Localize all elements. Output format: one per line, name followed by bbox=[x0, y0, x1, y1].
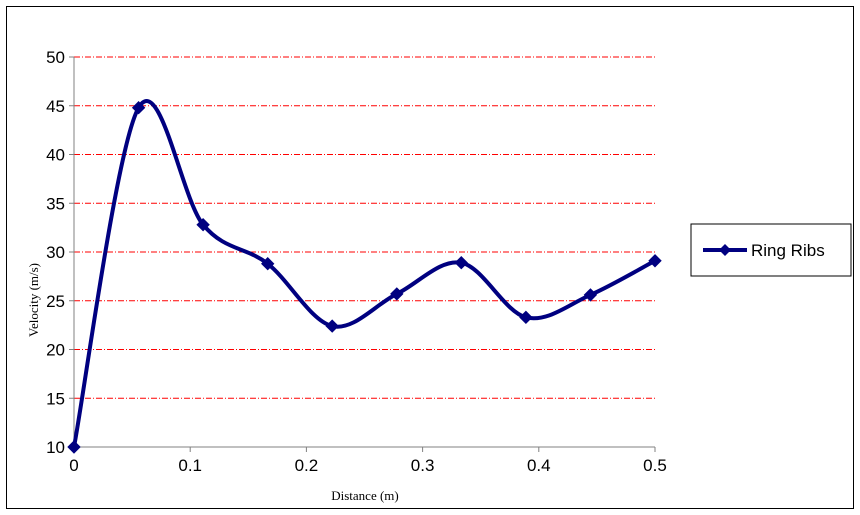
x-tick-label: 0.3 bbox=[411, 456, 435, 475]
data-point bbox=[67, 440, 81, 454]
y-tick-label: 30 bbox=[46, 243, 65, 262]
y-tick-label: 25 bbox=[46, 292, 65, 311]
x-tick-label: 0.2 bbox=[295, 456, 319, 475]
series-line-ring-ribs bbox=[72, 99, 656, 448]
data-point bbox=[583, 288, 598, 302]
x-tick-label: 0.5 bbox=[643, 456, 667, 475]
data-point bbox=[648, 254, 662, 268]
data-point bbox=[454, 256, 469, 270]
legend: Ring Ribs bbox=[690, 223, 852, 277]
data-point bbox=[325, 319, 339, 333]
y-tick-label: 20 bbox=[46, 341, 65, 360]
grid-layer bbox=[74, 56, 655, 399]
y-axis-title: Velocity (m/s) bbox=[26, 263, 41, 337]
x-tick-label: 0 bbox=[69, 456, 78, 475]
data-point bbox=[131, 100, 146, 115]
data-point bbox=[390, 287, 404, 301]
legend-marker-diamond bbox=[719, 244, 731, 256]
axis-layer: 10 15 20 25 30 35 40 45 50 0 0.1 0.2 0.3 0.4 0.5 bbox=[46, 48, 667, 475]
data-point bbox=[196, 217, 210, 232]
y-tick-label: 40 bbox=[46, 146, 65, 165]
legend-label-ring-ribs: Ring Ribs bbox=[751, 241, 825, 260]
series-layer bbox=[67, 99, 662, 454]
x-tick-label: 0.4 bbox=[527, 456, 551, 475]
y-tick-label: 15 bbox=[46, 389, 65, 408]
data-point bbox=[260, 256, 275, 271]
y-tick-label: 10 bbox=[46, 438, 65, 457]
y-tick-label: 50 bbox=[46, 48, 65, 67]
x-axis-title: Distance (m) bbox=[331, 488, 399, 503]
y-tick-label: 35 bbox=[46, 194, 65, 213]
x-tick-label: 0.1 bbox=[178, 456, 202, 475]
data-point bbox=[519, 310, 533, 325]
y-tick-label: 45 bbox=[46, 97, 65, 116]
